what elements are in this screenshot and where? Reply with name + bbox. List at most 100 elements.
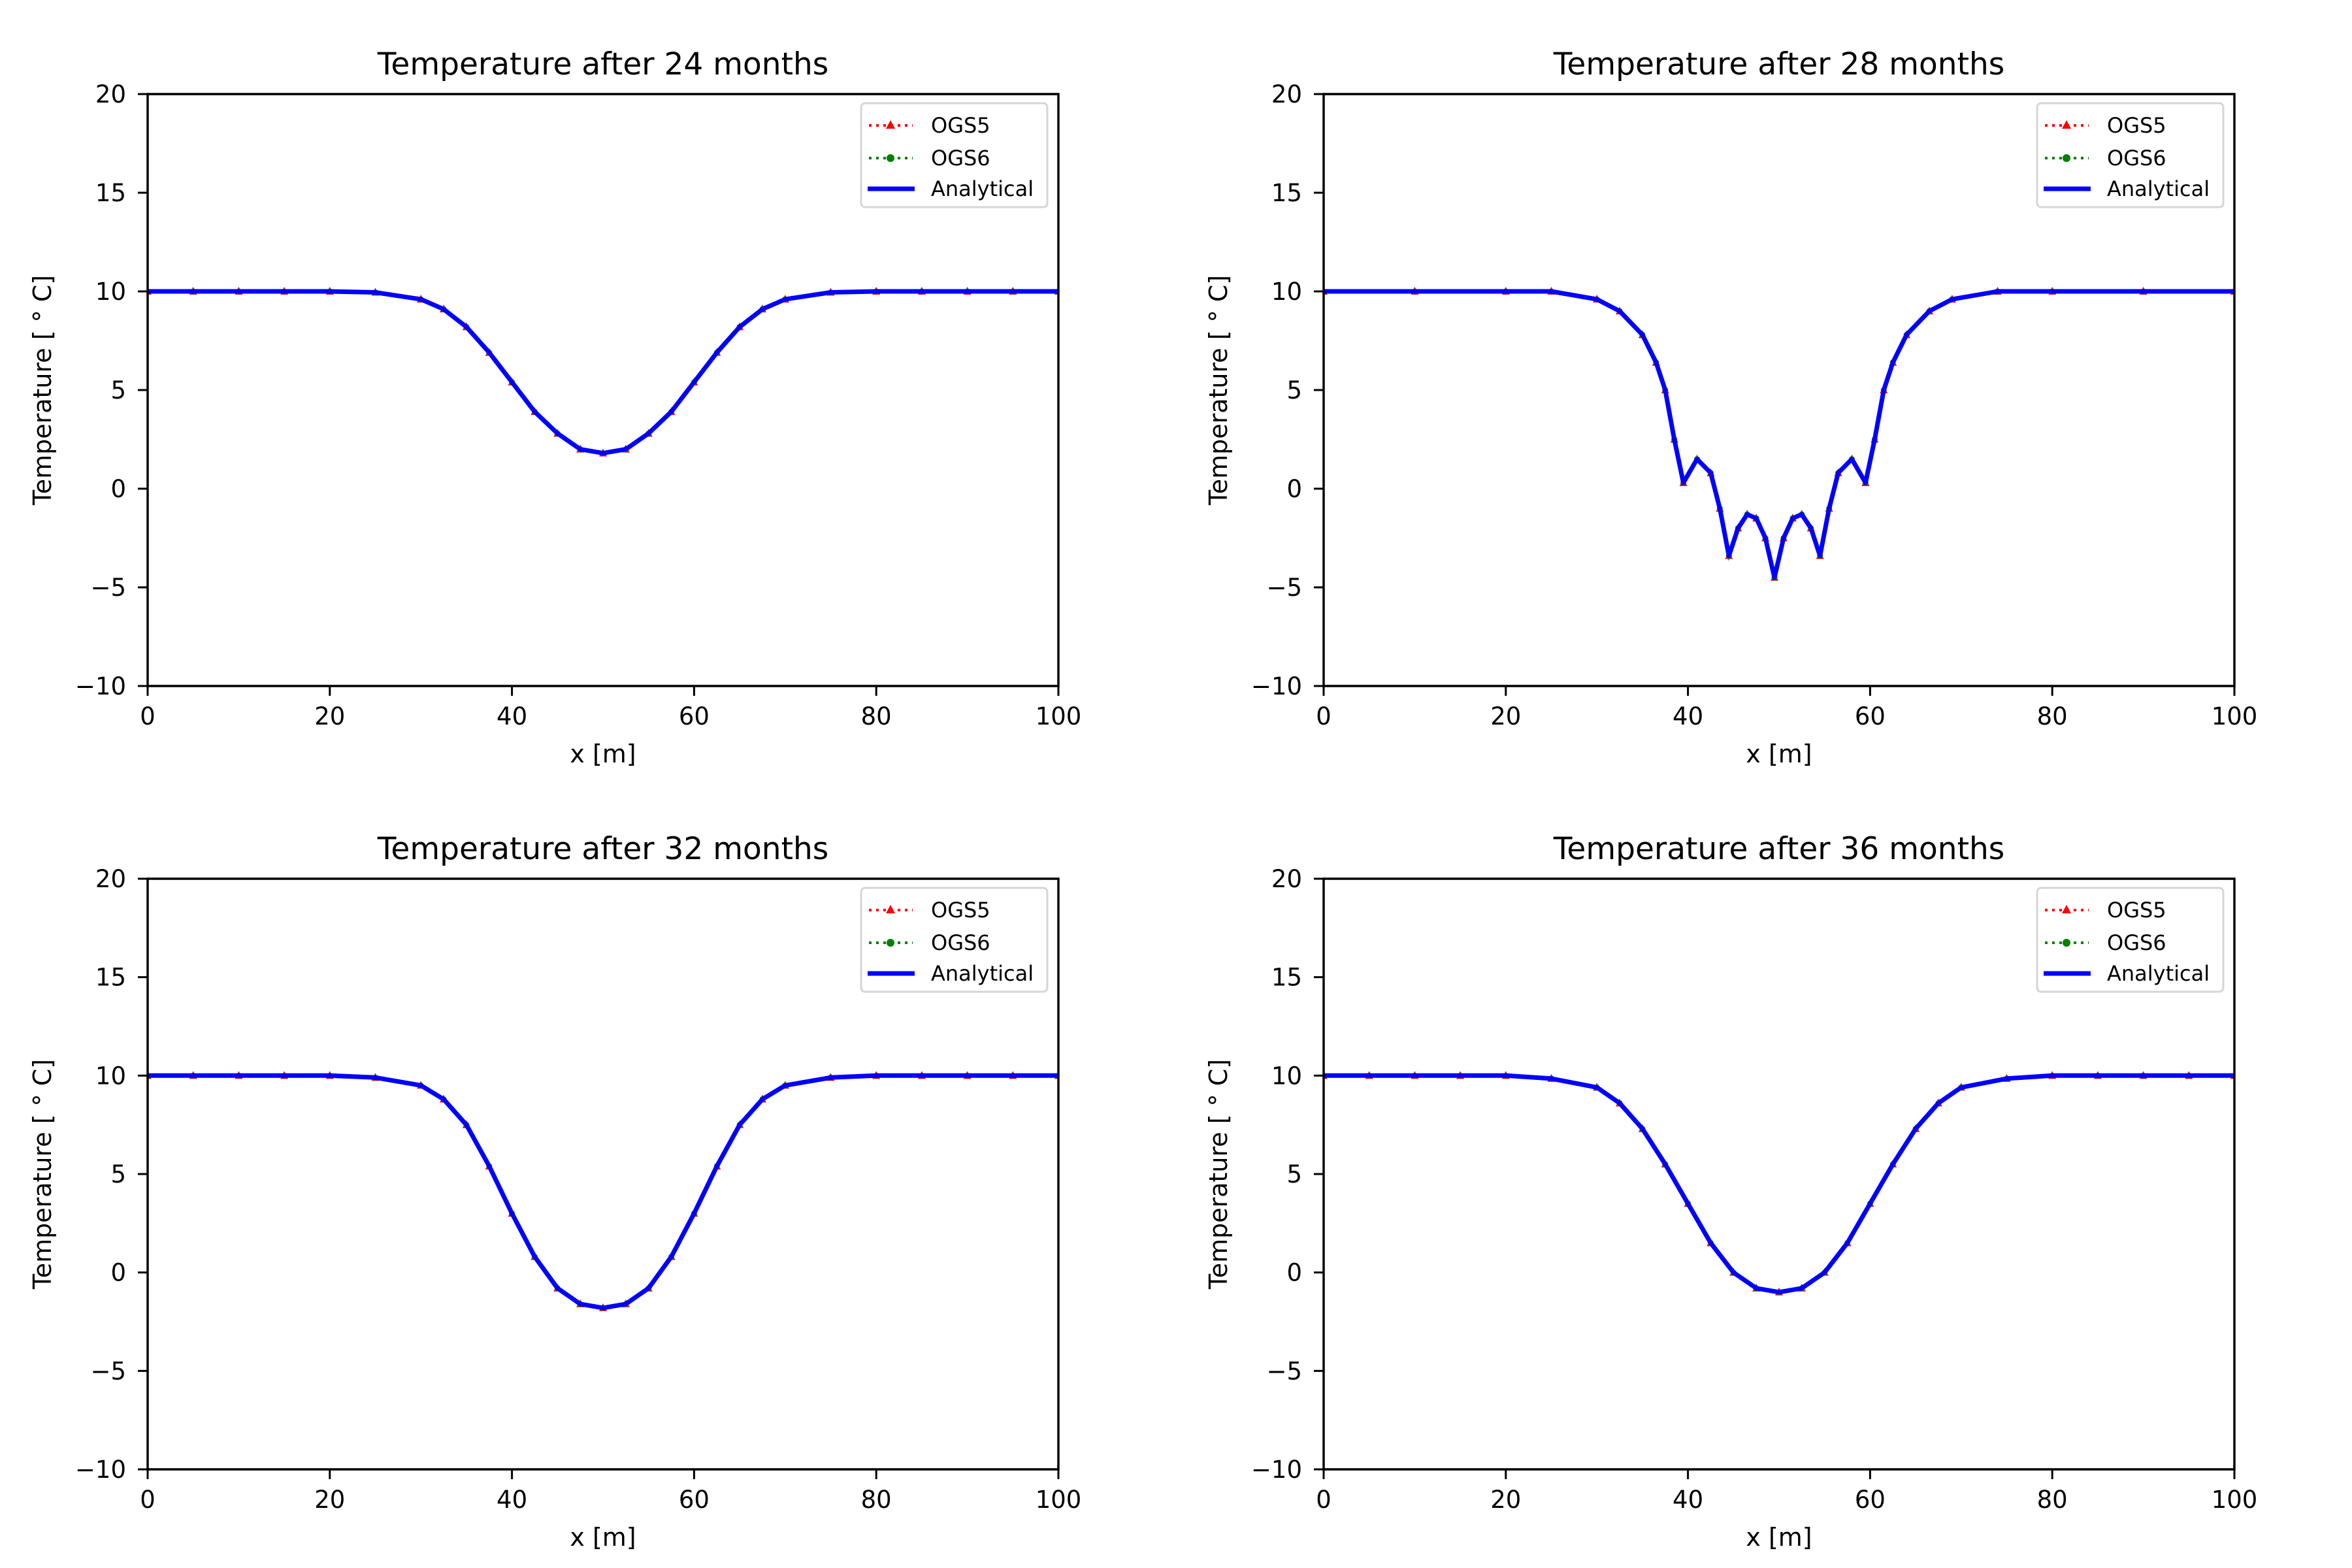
- series-ogs6-line: [1324, 1074, 2234, 1294]
- y-axis-label: Temperature [ ° C]: [28, 275, 57, 506]
- y-tick-label: 10: [95, 1062, 126, 1090]
- legend-label-analytical: Analytical: [2107, 961, 2210, 986]
- series-ogs6-line: [1324, 290, 2234, 578]
- legend-label-ogs6: OGS6: [2107, 930, 2166, 955]
- chart-title: Temperature after 32 months: [377, 831, 829, 867]
- plot-area: [1324, 1071, 2234, 1296]
- y-tick-label: 5: [1286, 376, 1302, 404]
- y-tick-label: 10: [95, 278, 126, 306]
- x-tick-label: 100: [2212, 702, 2258, 730]
- legend: OGS5 OGS6 Analytical: [2036, 887, 2225, 993]
- y-tick-label: 15: [1271, 179, 1302, 207]
- x-tick-label: 0: [140, 702, 155, 730]
- y-tick-label: 0: [1286, 1259, 1302, 1287]
- legend-box: [2036, 887, 2225, 993]
- series-analytical-line: [148, 1073, 1058, 1311]
- legend-label-ogs5: OGS5: [2107, 898, 2166, 923]
- x-tick-label: 60: [679, 1486, 710, 1514]
- series-analytical-line: [1324, 1073, 2234, 1295]
- subplot-4: 0 20 40 60 80 100 −10 −5 0 5 10 15 20 Temperature aft…: [1204, 831, 2257, 1552]
- y-tick-label: −10: [1251, 1456, 1302, 1484]
- x-tick-label: 100: [1036, 702, 1082, 730]
- y-tick-label: 10: [1271, 278, 1302, 306]
- legend-label-analytical: Analytical: [931, 176, 1034, 201]
- x-tick-label: 80: [2037, 1486, 2068, 1514]
- x-tick-label: 80: [861, 1486, 892, 1514]
- y-tick-label: −10: [75, 1456, 126, 1484]
- series-ogs5-line: [1324, 290, 2234, 578]
- plot-area: [148, 287, 1058, 457]
- legend-box: [2036, 102, 2225, 208]
- legend: OGS5 OGS6 Analytical: [2036, 102, 2225, 208]
- y-tick-label: 20: [95, 80, 126, 108]
- legend-dot-marker-icon: [2063, 154, 2070, 162]
- series-ogs5-line: [1324, 1074, 2234, 1294]
- legend-label-ogs6: OGS6: [2107, 146, 2166, 171]
- series-analytical-line: [1324, 289, 2234, 580]
- legend-box: [860, 887, 1049, 993]
- plot-area: [148, 1071, 1058, 1311]
- y-tick-label: 0: [110, 475, 126, 503]
- x-tick-label: 60: [679, 702, 710, 730]
- x-tick-label: 40: [497, 702, 527, 730]
- subplot-1: 0 20 40 60 80 100 −10 −5 0 5 10 15 20 Temperature aft…: [28, 46, 1081, 768]
- y-tick-label: 0: [1286, 475, 1302, 503]
- legend: OGS5 OGS6 Analytical: [860, 102, 1049, 208]
- x-tick-label: 80: [861, 702, 892, 730]
- x-axis-label: x [m]: [1746, 740, 1812, 768]
- legend-triangle-marker-icon: [2062, 905, 2071, 913]
- x-tick-label: 80: [2037, 702, 2068, 730]
- legend-label-analytical: Analytical: [931, 961, 1034, 986]
- legend-label-ogs6: OGS6: [931, 930, 990, 955]
- plot-area: [1324, 287, 2234, 581]
- legend-dot-marker-icon: [887, 939, 894, 947]
- series-analytical-line: [148, 289, 1058, 456]
- chart-title: Temperature after 24 months: [377, 46, 829, 82]
- series-ogs5-line: [148, 1074, 1058, 1309]
- y-tick-label: 15: [95, 964, 126, 992]
- subplot-3: 0 20 40 60 80 100 −10 −5 0 5 10 15 20 Temperature aft…: [28, 831, 1081, 1552]
- x-tick-label: 40: [1673, 702, 1703, 730]
- y-tick-label: −5: [90, 1357, 126, 1385]
- y-tick-label: 5: [110, 1160, 126, 1188]
- y-tick-label: 0: [110, 1259, 126, 1287]
- x-axis-label: x [m]: [570, 740, 636, 768]
- x-tick-label: 20: [1490, 1486, 1521, 1514]
- x-tick-label: 40: [1673, 1486, 1703, 1514]
- legend: OGS5 OGS6 Analytical: [860, 887, 1049, 993]
- legend-triangle-marker-icon: [886, 120, 895, 129]
- series-ogs6-line: [148, 290, 1058, 455]
- legend-label-analytical: Analytical: [2107, 176, 2210, 201]
- x-tick-label: 40: [497, 1486, 527, 1514]
- y-tick-label: −5: [1266, 1357, 1302, 1385]
- x-tick-label: 20: [1490, 702, 1521, 730]
- x-tick-label: 20: [314, 1486, 345, 1514]
- y-axis-label: Temperature [ ° C]: [1204, 1059, 1233, 1290]
- y-tick-label: 20: [1271, 80, 1302, 108]
- y-tick-label: −5: [1266, 574, 1302, 602]
- y-tick-label: 15: [1271, 964, 1302, 992]
- y-tick-label: 20: [95, 865, 126, 893]
- chart-title: Temperature after 36 months: [1553, 831, 2005, 867]
- legend-triangle-marker-icon: [2062, 120, 2071, 129]
- y-tick-label: 20: [1271, 865, 1302, 893]
- y-tick-label: −5: [90, 574, 126, 602]
- x-tick-label: 0: [140, 1486, 155, 1514]
- y-axis-label: Temperature [ ° C]: [28, 1059, 57, 1290]
- y-axis-label: Temperature [ ° C]: [1204, 275, 1233, 506]
- y-tick-label: −10: [1251, 672, 1302, 700]
- legend-dot-marker-icon: [887, 154, 894, 162]
- legend-label-ogs5: OGS5: [931, 113, 990, 138]
- x-tick-label: 60: [1855, 702, 1886, 730]
- y-tick-label: 5: [110, 376, 126, 404]
- x-tick-label: 0: [1316, 1486, 1331, 1514]
- legend-dot-marker-icon: [2063, 939, 2070, 947]
- series-ogs5-line: [148, 290, 1058, 455]
- y-tick-label: −10: [75, 672, 126, 700]
- legend-label-ogs5: OGS5: [931, 898, 990, 923]
- y-tick-label: 10: [1271, 1062, 1302, 1090]
- legend-box: [860, 102, 1049, 208]
- legend-label-ogs6: OGS6: [931, 146, 990, 171]
- subplot-2: 0 20 40 60 80 100 −10 −5 0 5 10 15 20 Temperature aft…: [1204, 46, 2257, 768]
